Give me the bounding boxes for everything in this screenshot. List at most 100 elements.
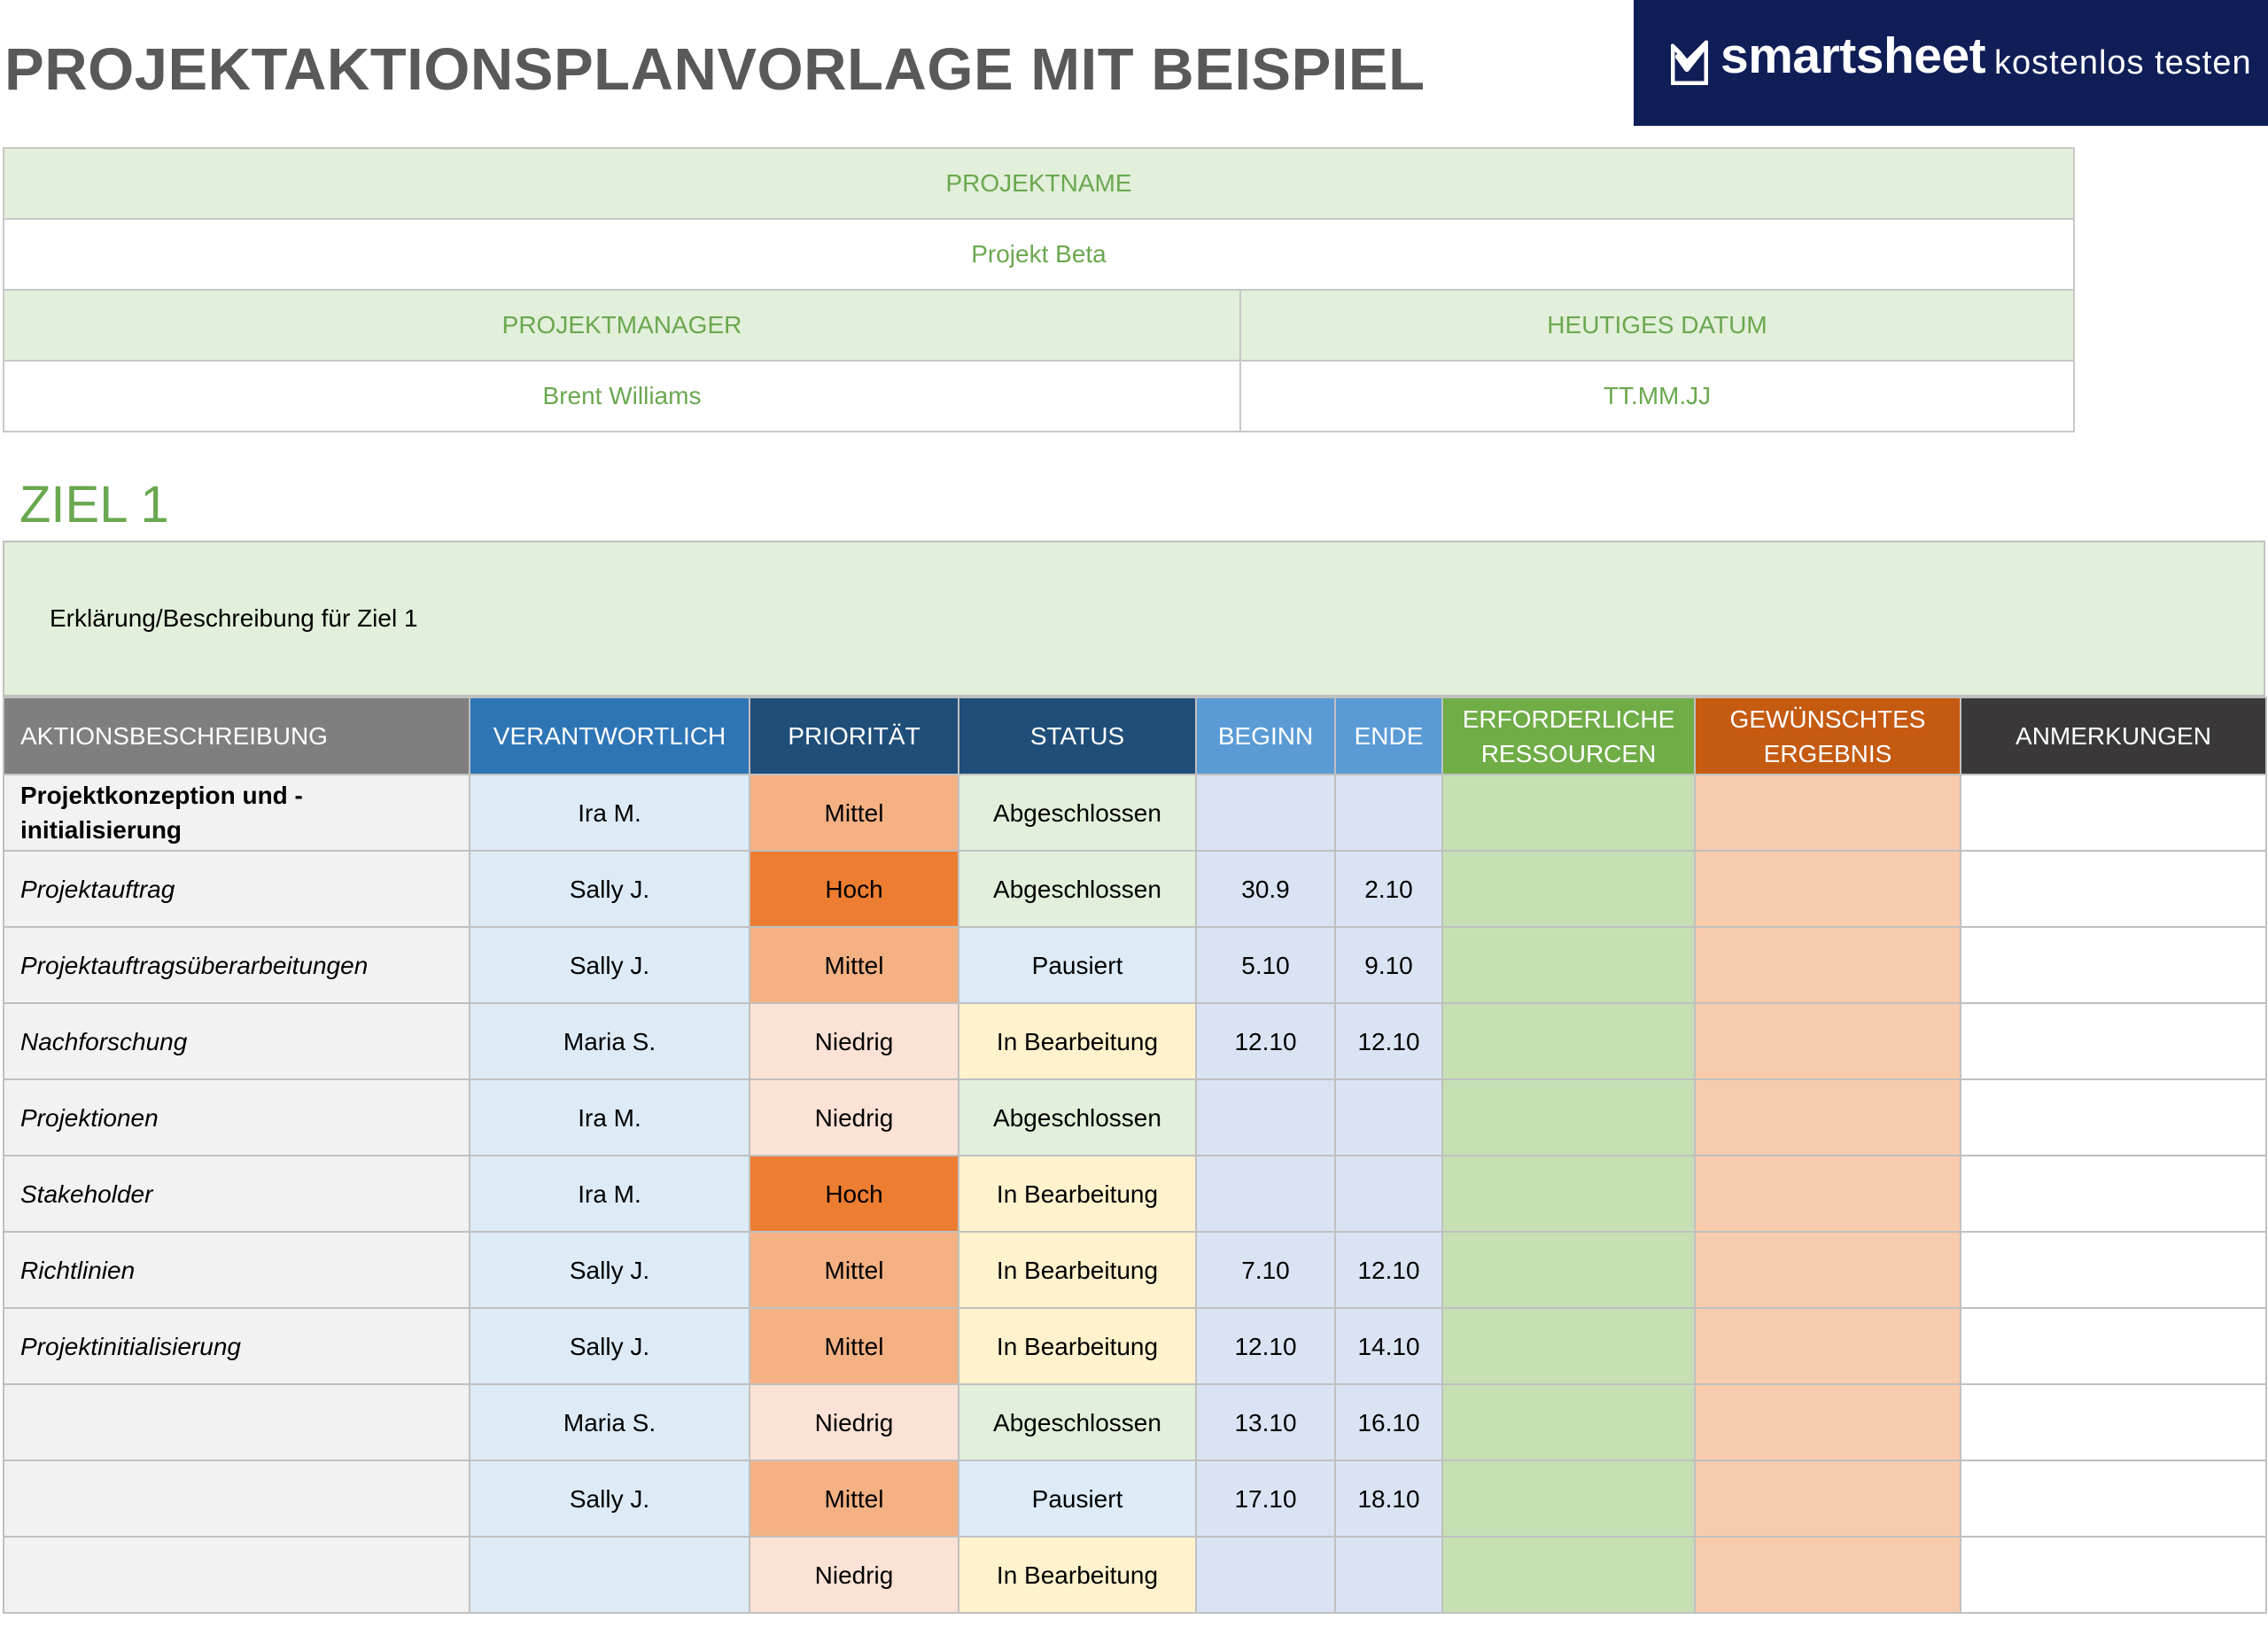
status-cell[interactable]: Abgeschlossen (958, 850, 1197, 928)
notes-cell[interactable] (1960, 1460, 2267, 1538)
required-resources-cell[interactable] (1441, 1383, 1696, 1461)
priority-cell[interactable]: Mittel (749, 1460, 959, 1538)
priority-cell[interactable]: Mittel (749, 1231, 959, 1309)
action-description-cell[interactable]: Nachforschung (3, 1002, 470, 1080)
start-date-cell[interactable] (1195, 1078, 1336, 1156)
action-description-cell[interactable] (3, 1460, 470, 1538)
desired-result-cell[interactable] (1694, 1231, 1961, 1309)
desired-result-cell[interactable] (1694, 926, 1961, 1004)
notes-cell[interactable] (1960, 774, 2267, 852)
action-description-cell[interactable]: Stakeholder (3, 1155, 470, 1233)
responsible-cell[interactable]: Sally J. (469, 1460, 750, 1538)
end-date-cell[interactable]: 16.10 (1334, 1383, 1443, 1461)
desired-result-cell[interactable] (1694, 1460, 1961, 1538)
notes-cell[interactable] (1960, 1155, 2267, 1233)
responsible-cell[interactable]: Sally J. (469, 1307, 750, 1385)
responsible-cell[interactable]: Sally J. (469, 850, 750, 928)
responsible-cell[interactable]: Maria S. (469, 1383, 750, 1461)
required-resources-cell[interactable] (1441, 926, 1696, 1004)
end-date-cell[interactable]: 12.10 (1334, 1231, 1443, 1309)
status-cell[interactable]: In Bearbeitung (958, 1231, 1197, 1309)
start-date-cell[interactable]: 12.10 (1195, 1307, 1336, 1385)
priority-cell[interactable]: Niedrig (749, 1078, 959, 1156)
status-cell[interactable]: In Bearbeitung (958, 1002, 1197, 1080)
start-date-cell[interactable] (1195, 1155, 1336, 1233)
desired-result-cell[interactable] (1694, 1383, 1961, 1461)
end-date-cell[interactable] (1334, 774, 1443, 852)
responsible-cell[interactable]: Sally J. (469, 926, 750, 1004)
action-description-cell[interactable]: Projektionen (3, 1078, 470, 1156)
start-date-cell[interactable] (1195, 774, 1336, 852)
responsible-cell[interactable] (469, 1536, 750, 1614)
end-date-cell[interactable]: 18.10 (1334, 1460, 1443, 1538)
notes-cell[interactable] (1960, 1383, 2267, 1461)
status-cell[interactable]: Abgeschlossen (958, 774, 1197, 852)
notes-cell[interactable] (1960, 1078, 2267, 1156)
required-resources-cell[interactable] (1441, 774, 1696, 852)
responsible-cell[interactable]: Ira M. (469, 774, 750, 852)
action-description-cell[interactable] (3, 1536, 470, 1614)
status-cell[interactable]: In Bearbeitung (958, 1307, 1197, 1385)
end-date-cell[interactable]: 12.10 (1334, 1002, 1443, 1080)
required-resources-cell[interactable] (1441, 1002, 1696, 1080)
start-date-cell[interactable]: 5.10 (1195, 926, 1336, 1004)
priority-cell[interactable]: Niedrig (749, 1383, 959, 1461)
notes-cell[interactable] (1960, 1536, 2267, 1614)
start-date-cell[interactable]: 12.10 (1195, 1002, 1336, 1080)
desired-result-cell[interactable] (1694, 1078, 1961, 1156)
status-cell[interactable]: In Bearbeitung (958, 1155, 1197, 1233)
priority-cell[interactable]: Mittel (749, 1307, 959, 1385)
responsible-cell[interactable]: Ira M. (469, 1078, 750, 1156)
priority-cell[interactable]: Mittel (749, 774, 959, 852)
action-description-cell[interactable]: Richtlinien (3, 1231, 470, 1309)
desired-result-cell[interactable] (1694, 1536, 1961, 1614)
status-cell[interactable]: Pausiert (958, 926, 1197, 1004)
goal-description[interactable]: Erklärung/Beschreibung für Ziel 1 (3, 541, 2265, 697)
desired-result-cell[interactable] (1694, 774, 1961, 852)
priority-cell[interactable]: Niedrig (749, 1002, 959, 1080)
required-resources-cell[interactable] (1441, 1231, 1696, 1309)
desired-result-cell[interactable] (1694, 1002, 1961, 1080)
required-resources-cell[interactable] (1441, 1078, 1696, 1156)
status-cell[interactable]: Abgeschlossen (958, 1383, 1197, 1461)
action-description-cell[interactable]: Projektauftragsüberarbeitungen (3, 926, 470, 1004)
end-date-cell[interactable]: 2.10 (1334, 850, 1443, 928)
start-date-cell[interactable] (1195, 1536, 1336, 1614)
status-cell[interactable]: Pausiert (958, 1460, 1197, 1538)
start-date-cell[interactable]: 7.10 (1195, 1231, 1336, 1309)
required-resources-cell[interactable] (1441, 1307, 1696, 1385)
today-date-value[interactable]: TT.MM.JJ (1239, 360, 2075, 432)
start-date-cell[interactable]: 13.10 (1195, 1383, 1336, 1461)
end-date-cell[interactable] (1334, 1155, 1443, 1233)
status-cell[interactable]: Abgeschlossen (958, 1078, 1197, 1156)
required-resources-cell[interactable] (1441, 850, 1696, 928)
action-description-cell[interactable]: Projektkonzeption und -initialisierung (3, 774, 470, 852)
desired-result-cell[interactable] (1694, 1155, 1961, 1233)
start-date-cell[interactable]: 30.9 (1195, 850, 1336, 928)
action-description-cell[interactable]: Projektauftrag (3, 850, 470, 928)
priority-cell[interactable]: Niedrig (749, 1536, 959, 1614)
notes-cell[interactable] (1960, 850, 2267, 928)
end-date-cell[interactable]: 9.10 (1334, 926, 1443, 1004)
required-resources-cell[interactable] (1441, 1536, 1696, 1614)
priority-cell[interactable]: Hoch (749, 850, 959, 928)
required-resources-cell[interactable] (1441, 1155, 1696, 1233)
notes-cell[interactable] (1960, 1002, 2267, 1080)
smartsheet-trial-banner[interactable]: smartsheet kostenlos testen (1634, 0, 2268, 126)
project-manager-value[interactable]: Brent Williams (3, 360, 1241, 432)
action-description-cell[interactable]: Projektinitialisierung (3, 1307, 470, 1385)
action-description-cell[interactable] (3, 1383, 470, 1461)
desired-result-cell[interactable] (1694, 850, 1961, 928)
end-date-cell[interactable]: 14.10 (1334, 1307, 1443, 1385)
end-date-cell[interactable] (1334, 1536, 1443, 1614)
notes-cell[interactable] (1960, 1231, 2267, 1309)
start-date-cell[interactable]: 17.10 (1195, 1460, 1336, 1538)
desired-result-cell[interactable] (1694, 1307, 1961, 1385)
required-resources-cell[interactable] (1441, 1460, 1696, 1538)
notes-cell[interactable] (1960, 1307, 2267, 1385)
project-name-value[interactable]: Projekt Beta (3, 218, 2075, 291)
responsible-cell[interactable]: Sally J. (469, 1231, 750, 1309)
responsible-cell[interactable]: Ira M. (469, 1155, 750, 1233)
end-date-cell[interactable] (1334, 1078, 1443, 1156)
notes-cell[interactable] (1960, 926, 2267, 1004)
